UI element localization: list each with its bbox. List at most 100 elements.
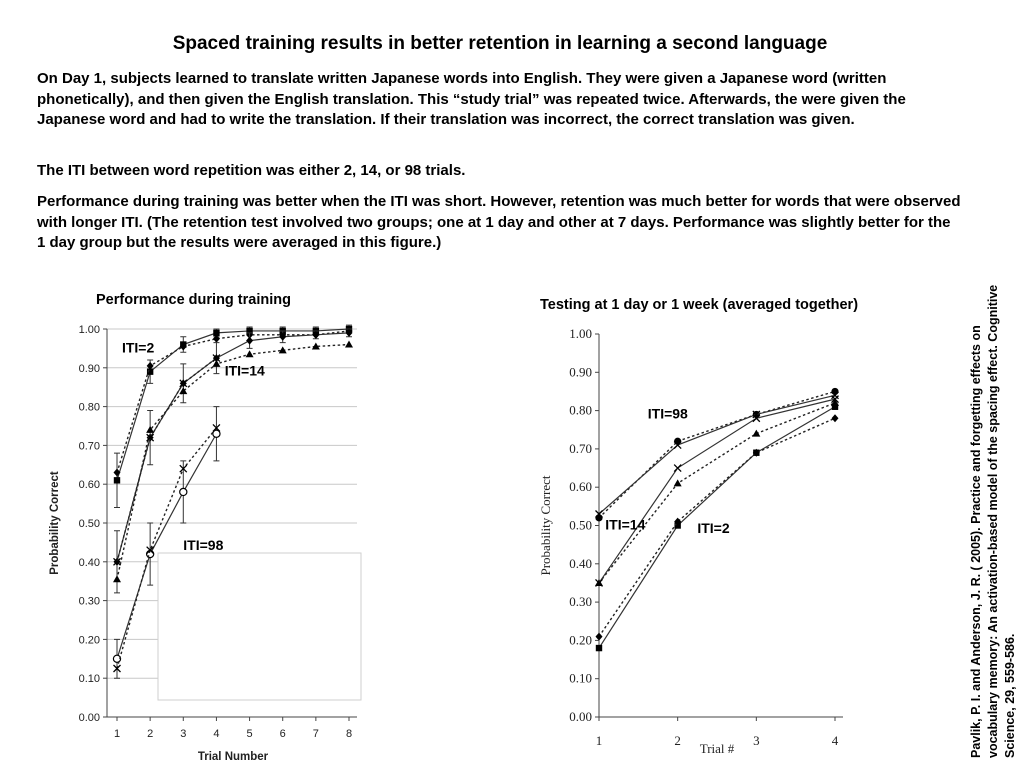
x-tick-label: 3 [753,733,760,748]
y-tick-label: 0.90 [569,364,592,379]
data-point [312,330,320,339]
paragraph-results: Performance during training was better w… [37,193,961,251]
x-tick-label: 5 [247,728,253,740]
series-line [116,343,350,580]
series-line [116,332,350,562]
y-tick-label: 0.00 [569,709,592,724]
y-tick-label: 0.00 [79,712,100,724]
series-2 [595,398,839,586]
series-line [116,433,217,659]
paragraph-procedure: On Day 1, subjects learned to translate … [37,70,906,128]
y-tick-label: 0.10 [79,673,100,685]
series-line [598,394,836,515]
data-point [113,468,121,477]
data-point [752,414,761,423]
data-point [595,578,603,587]
y-tick-label: 0.60 [569,479,592,494]
x-tick-label: 8 [346,728,352,740]
y-tick-label: 0.80 [79,402,100,414]
x-axis-label: Trial Number [198,751,269,763]
y-tick-label: 0.70 [79,440,100,452]
data-point [595,644,603,652]
data-point [246,336,254,345]
data-point [278,346,287,354]
paragraph-iti: The ITI between word repetition was eith… [37,162,466,179]
x-tick-label: 1 [114,728,120,740]
y-tick-label: 0.20 [569,632,592,647]
series-5 [112,406,221,679]
series-5 [595,414,839,641]
x-tick-label: 4 [213,728,219,740]
data-point [179,379,188,388]
series-annotation: ITI=2 [122,339,155,355]
data-point [752,448,760,457]
data-point [212,423,221,432]
y-tick-label: 1.00 [79,324,100,336]
y-tick-label: 0.80 [569,403,592,418]
y-tick-label: 1.00 [569,326,592,341]
series-annotation: ITI=14 [225,363,265,379]
data-point [179,487,188,497]
series-3 [595,395,839,587]
x-tick-label: 2 [147,728,153,740]
data-point [113,477,121,484]
citation: Pavlik, P. I. and Anderson, J. R. ( 2005… [969,284,1017,758]
y-tick-label: 0.30 [79,596,100,608]
series-0 [595,387,839,522]
data-point [752,429,761,437]
x-tick-label: 2 [674,733,681,748]
data-point [146,368,154,375]
data-point [146,433,155,442]
data-point [146,361,154,370]
series-annotation: ITI=2 [697,520,730,536]
data-point [673,479,682,487]
x-axis-label: Trial # [700,741,735,756]
data-point [212,334,220,343]
data-point [831,414,839,423]
data-point [179,342,187,351]
y-tick-label: 0.30 [569,594,592,609]
data-point [113,664,121,673]
y-tick-label: 0.50 [79,518,100,530]
data-point [831,395,839,404]
y-tick-label: 0.20 [79,634,100,646]
data-point [595,632,603,641]
training-chart-title: Performance during training [96,292,291,308]
data-point [146,425,155,433]
series-annotation: ITI=98 [183,537,223,553]
y-tick-label: 0.50 [569,518,592,533]
testing-chart-title: Testing at 1 day or 1 week (averaged tog… [540,297,859,313]
series-line [598,417,836,637]
series-line [116,330,350,473]
y-axis-label: Probability Correct [538,475,553,575]
series-1 [595,391,839,518]
series-annotation: ITI=14 [605,516,645,532]
data-point [113,575,121,583]
data-point [311,342,320,350]
data-point [279,332,287,341]
data-point [212,354,221,363]
data-point [673,464,682,473]
series-line [598,398,836,584]
inner-panel [157,552,362,701]
slide-title: Spaced training results in better retent… [172,33,828,54]
data-point [245,350,254,358]
x-tick-label: 4 [832,733,839,748]
data-point [212,359,221,367]
data-point [213,329,220,337]
series-6 [113,423,221,673]
series-3 [113,340,353,583]
data-point [146,546,155,555]
y-tick-label: 0.10 [569,671,592,686]
data-point [674,517,682,526]
y-tick-label: 0.40 [569,556,592,571]
y-tick-label: 0.40 [79,557,100,569]
data-point [179,464,188,473]
data-point [831,403,839,410]
series-line [116,427,217,669]
data-point [595,514,603,522]
data-point [345,328,353,337]
data-point [673,441,682,450]
series-line [598,406,836,649]
